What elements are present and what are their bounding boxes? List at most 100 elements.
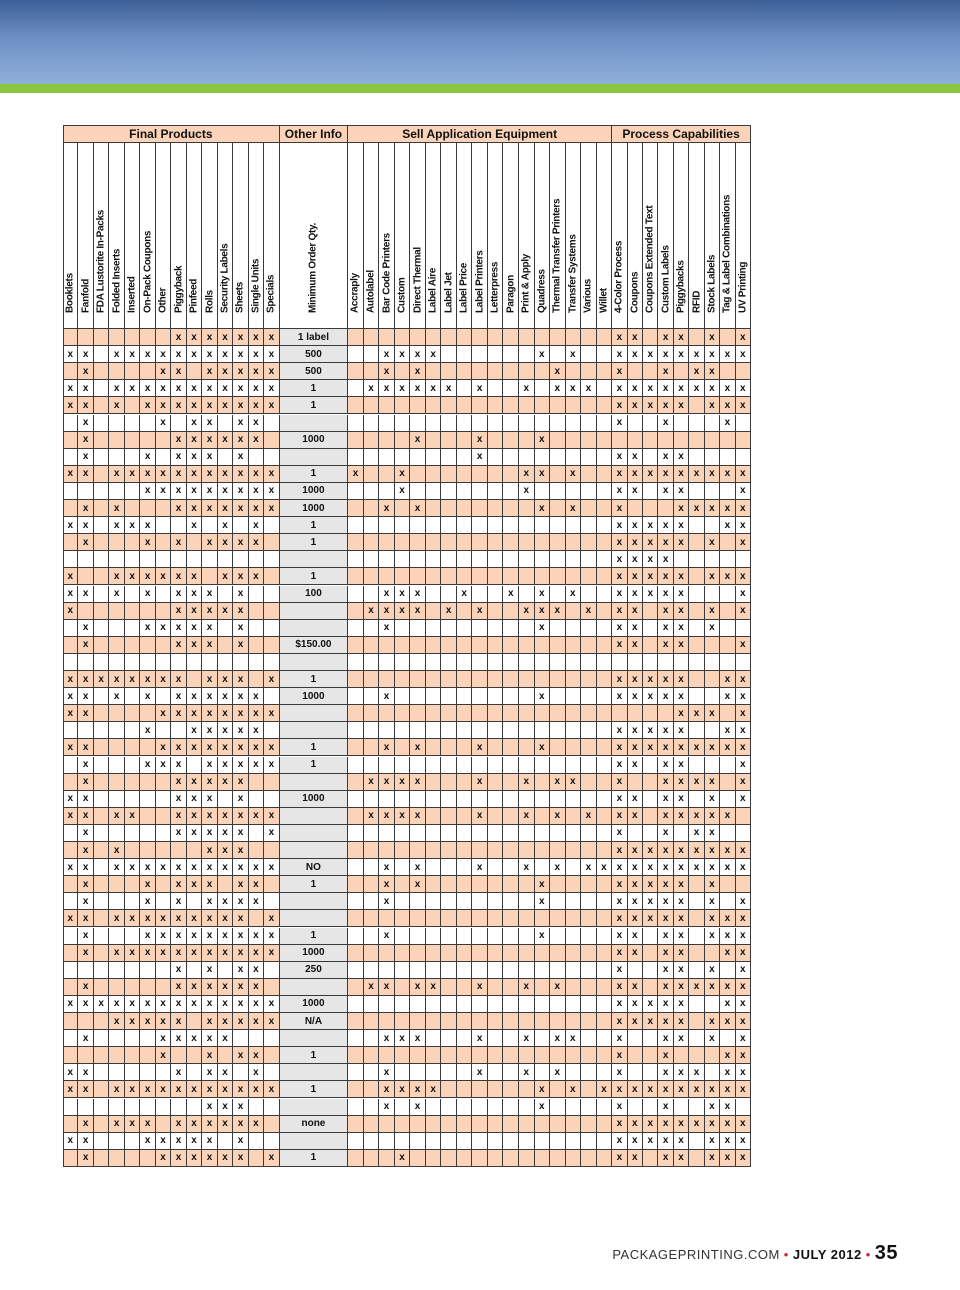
capability-cell — [264, 431, 280, 449]
capability-cell: x — [140, 380, 156, 398]
capability-cell — [643, 329, 659, 347]
capability-cell — [720, 363, 736, 381]
capability-cell — [348, 329, 364, 347]
capability-cell: x — [689, 380, 705, 398]
column-header: Bar Code Printers — [379, 143, 395, 329]
capability-cell — [441, 329, 457, 347]
capability-cell — [581, 414, 597, 432]
capability-cell — [565, 329, 582, 347]
column-header: Fanfold — [78, 143, 94, 329]
capability-cell: x — [248, 397, 265, 415]
capability-cell — [425, 414, 442, 432]
capability-cell — [689, 414, 705, 432]
capability-cell — [363, 414, 380, 432]
capability-cell: x — [186, 431, 203, 449]
capability-cell — [394, 397, 411, 415]
capability-cell — [565, 414, 582, 432]
capability-cell: x — [171, 346, 187, 364]
capability-cell: x — [186, 329, 203, 347]
capability-cell: x — [248, 346, 265, 364]
column-header: Rolls — [202, 143, 218, 329]
capability-cell: x — [627, 346, 644, 364]
capability-cell: x — [581, 380, 597, 398]
capability-cell — [550, 329, 566, 347]
capability-cell — [596, 363, 613, 381]
column-header: Letterpress — [487, 143, 504, 329]
capabilities-table: Final Products Other Info Sell Application… — [63, 125, 751, 1170]
capability-cell: x — [410, 346, 426, 364]
min-order-cell: 1 — [279, 380, 349, 398]
capability-cell — [140, 329, 156, 347]
capability-cell — [410, 397, 426, 415]
min-order-cell — [279, 414, 349, 432]
capability-cell: x — [248, 380, 265, 398]
capability-cell: x — [425, 346, 442, 364]
column-header: Sheets — [233, 143, 249, 329]
capability-cell: x — [704, 363, 721, 381]
footer-issue: JULY 2012 — [792, 1247, 862, 1262]
capability-cell: x — [720, 380, 736, 398]
capability-cell: x — [612, 380, 628, 398]
capability-cell: x — [63, 346, 79, 364]
capability-cell — [673, 363, 690, 381]
capability-cell — [503, 431, 519, 449]
column-header: Label Printers — [472, 143, 488, 329]
capability-cell: x — [472, 431, 488, 449]
capability-cell — [581, 346, 597, 364]
capability-cell: x — [248, 431, 265, 449]
capability-cell — [627, 414, 644, 432]
capability-cell — [565, 397, 582, 415]
capability-cell — [503, 363, 519, 381]
capability-cell: x — [264, 363, 280, 381]
column-header: Label Price — [456, 143, 473, 329]
capability-cell — [155, 329, 172, 347]
column-header: Accraply — [348, 143, 364, 329]
capability-cell — [93, 397, 110, 415]
capability-cell: x — [410, 363, 426, 381]
capability-cell — [487, 414, 504, 432]
min-order-cell: 1000 — [279, 431, 349, 449]
capability-cell — [394, 414, 411, 432]
capability-cell: x — [78, 346, 94, 364]
capability-cell: x — [171, 363, 187, 381]
capability-cell: x — [155, 380, 172, 398]
capability-cell — [93, 329, 110, 347]
capability-cell — [503, 397, 519, 415]
capability-cell: x — [472, 380, 488, 398]
capability-cell: x — [720, 346, 736, 364]
column-header: FDA Lustorite In-Packs — [93, 143, 110, 329]
capability-cell: x — [233, 380, 249, 398]
capability-cell — [487, 397, 504, 415]
capability-cell: x — [379, 380, 395, 398]
capability-cell — [410, 414, 426, 432]
column-header: Pinfeed — [186, 143, 203, 329]
column-header: Security Labels — [217, 143, 234, 329]
footer-bullet: • — [783, 1247, 789, 1262]
capability-cell: x — [217, 329, 234, 347]
capability-cell: x — [186, 346, 203, 364]
column-header: Minimum Order Qty. — [279, 143, 349, 329]
capability-cell: x — [394, 346, 411, 364]
capability-cell: x — [171, 380, 187, 398]
capability-cell — [456, 346, 473, 364]
min-order-cell: 1 label — [279, 329, 349, 347]
capability-cell: x — [171, 329, 187, 347]
capability-cell: x — [155, 363, 172, 381]
capability-cell — [456, 414, 473, 432]
capability-cell — [456, 363, 473, 381]
capability-cell: x — [612, 346, 628, 364]
capability-cell — [217, 414, 234, 432]
capability-cell — [487, 431, 504, 449]
capability-cell — [109, 414, 125, 432]
capability-cell: x — [704, 329, 721, 347]
capability-cell — [93, 414, 110, 432]
capability-cell — [503, 329, 519, 347]
capability-cell: x — [689, 346, 705, 364]
capability-cell — [425, 397, 442, 415]
column-header: Piggyback — [171, 143, 187, 329]
capability-cell: x — [673, 329, 690, 347]
capability-cell: x — [140, 346, 156, 364]
capability-cell: x — [171, 397, 187, 415]
capability-cell: x — [658, 414, 674, 432]
capability-cell: x — [233, 397, 249, 415]
